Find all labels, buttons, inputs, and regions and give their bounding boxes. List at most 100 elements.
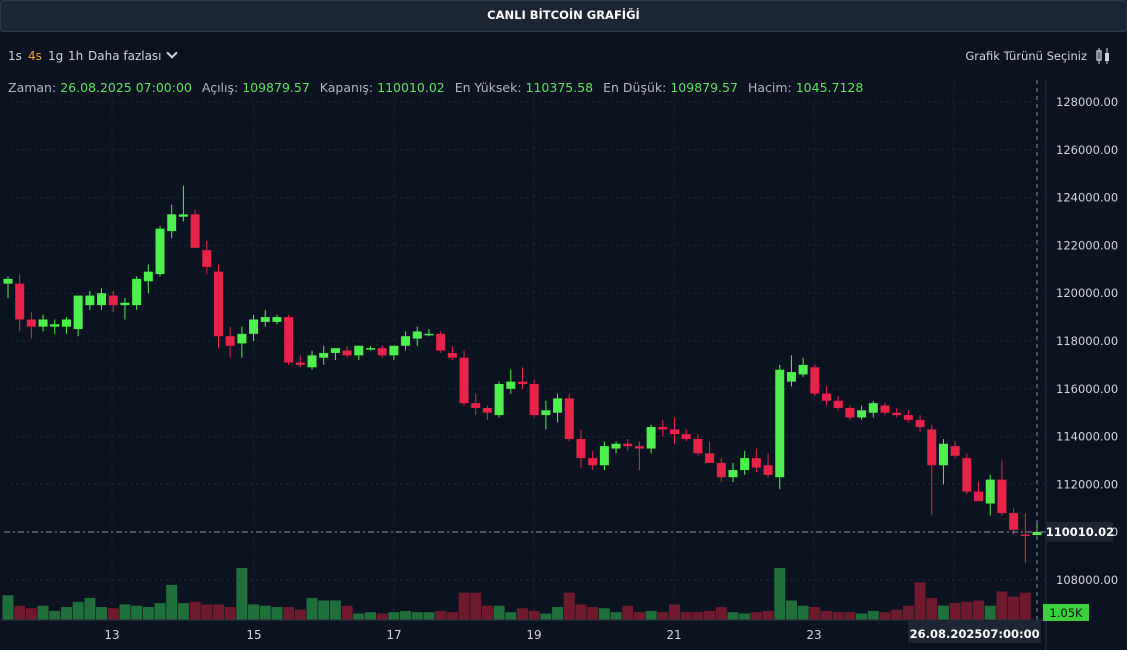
candle-body <box>319 352 329 358</box>
volume-bar <box>423 612 435 620</box>
volume-bar <box>739 613 751 620</box>
volume-bar <box>692 612 704 620</box>
interval-1h-button[interactable]: 1h <box>68 49 84 63</box>
interval-1g-button[interactable]: 1g <box>48 49 64 63</box>
close-label: Kapanış: <box>319 80 374 95</box>
volume-bar <box>306 597 318 620</box>
candle-body <box>3 278 13 284</box>
candle-body <box>775 369 785 478</box>
y-tick-label: 120000.00 <box>1056 286 1118 300</box>
volume-bar <box>505 612 517 620</box>
candle-body <box>845 407 855 418</box>
crosshair-date-label: 26.08.2025 <box>910 627 983 641</box>
candle-body <box>436 333 446 351</box>
page-title: CANLI BİTCOİN GRAFİĞİ <box>0 0 1127 32</box>
candle-body <box>751 458 761 468</box>
volume-bar <box>750 612 762 620</box>
current-price-label: 110010.02 <box>1046 525 1114 539</box>
candle-body <box>284 317 294 363</box>
candlestick-icon[interactable] <box>1095 47 1111 65</box>
crosshair-date-bg <box>908 621 1041 643</box>
volume-bar <box>201 604 213 620</box>
candle-body <box>868 403 878 413</box>
volume-bar <box>400 610 412 620</box>
x-tick-label: 17 <box>386 628 401 642</box>
candle-body <box>155 228 165 275</box>
volume-bar <box>891 609 903 620</box>
ohlc-info-bar: Zaman: 26.08.2025 07:00:00 Açılış: 10987… <box>8 80 869 98</box>
chart-toolbar: 1s 4s 1g 1h Daha fazlası Grafik Türünü S… <box>0 44 1127 70</box>
candlestick-chart[interactable]: 128000.00 126000.00 124000.00 122000.00 1200… <box>0 80 1127 650</box>
volume-bar <box>364 612 376 620</box>
candle-body <box>202 250 212 267</box>
volume-bar <box>96 607 108 620</box>
candle-body <box>927 429 937 466</box>
volume-bar <box>37 605 49 620</box>
volume-bar <box>14 605 26 620</box>
low-value: 109879.57 <box>670 80 738 95</box>
candle-body <box>716 462 726 478</box>
candle-body <box>482 407 492 413</box>
volume-bar <box>177 603 189 620</box>
candle-body <box>705 453 715 463</box>
candle-body <box>786 372 796 382</box>
more-intervals-dropdown[interactable]: Daha fazlası <box>88 47 178 63</box>
candle-body <box>330 348 340 353</box>
volume-bar <box>131 605 143 620</box>
interval-4s-button[interactable]: 4s <box>28 49 42 63</box>
candle-body <box>237 333 247 344</box>
candle-body <box>272 317 282 322</box>
candle-body <box>61 319 71 327</box>
candle-body <box>903 415 913 420</box>
candle-body <box>50 324 60 327</box>
candle-body <box>623 443 633 447</box>
high-label: En Yüksek: <box>454 80 522 95</box>
volume-bar <box>996 591 1008 620</box>
volume-bar <box>657 612 669 620</box>
volume-bar <box>25 608 37 620</box>
candle-body <box>658 427 668 430</box>
candle-body <box>693 438 703 454</box>
x-tick-label: 19 <box>526 628 541 642</box>
candle-body <box>576 438 586 459</box>
candle-body <box>529 384 539 416</box>
candle-body <box>471 403 481 408</box>
candle-body <box>599 446 609 466</box>
volume-bar <box>435 610 447 620</box>
volume-bar <box>926 597 938 620</box>
candle-body <box>518 381 527 385</box>
volume-bar <box>107 608 119 620</box>
candle-body <box>38 319 48 327</box>
candle-body <box>997 479 1007 514</box>
time-value: 26.08.2025 07:00:00 <box>60 80 192 95</box>
candle-body <box>377 348 387 356</box>
candle-body <box>307 355 317 368</box>
volume-bar <box>902 605 914 620</box>
open-value: 109879.57 <box>242 80 310 95</box>
volume-bar <box>493 605 505 620</box>
candle-body <box>681 434 691 439</box>
candle-body <box>15 283 25 320</box>
candle-body <box>1032 531 1042 536</box>
volume-bar <box>879 612 891 620</box>
chart-type-button[interactable]: Grafik Türünü Seçiniz <box>965 49 1087 63</box>
interval-1s-button[interactable]: 1s <box>8 49 22 63</box>
candle-body <box>985 479 995 504</box>
volume-bar <box>353 613 365 620</box>
candle-body <box>85 295 95 306</box>
candle-body <box>190 214 200 248</box>
y-tick-label: 116000.00 <box>1056 382 1118 396</box>
volume-bar <box>797 605 809 620</box>
volume-bar <box>119 604 131 620</box>
x-tick-label: 23 <box>806 628 821 642</box>
volume-bar <box>236 568 248 620</box>
volume-bar <box>446 612 458 620</box>
candle-body <box>588 458 598 466</box>
candle-body <box>611 443 621 449</box>
volume-bar <box>575 604 587 620</box>
volume-bar <box>248 604 260 620</box>
candle-body <box>798 364 808 375</box>
candle-body <box>120 302 130 306</box>
candle-body <box>822 393 832 401</box>
